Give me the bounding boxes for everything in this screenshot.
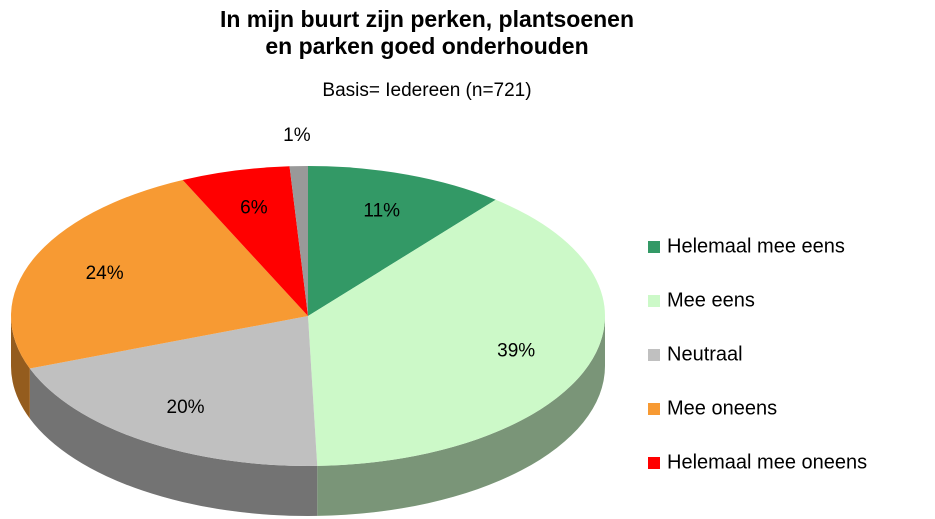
data-label: 24%: [86, 263, 124, 284]
data-label: 11%: [363, 200, 400, 221]
pie-slice: [182, 166, 308, 316]
legend-swatch: [648, 403, 660, 415]
legend-swatch: [648, 349, 660, 361]
pie-side: [29, 368, 318, 516]
pie-slice: [308, 166, 496, 316]
pie-slice: [10, 179, 309, 369]
data-label: 1%: [283, 125, 311, 146]
pie-side-shade: [317, 316, 605, 516]
pie-slice: [308, 199, 605, 466]
pie-slice: [29, 316, 318, 466]
legend-label: Helemaal mee eens: [667, 235, 845, 257]
chart-title: In mijn buurt zijn perken, plantsoenen e…: [219, 6, 635, 59]
chart-subtitle: Basis= Iedereen (n=721): [322, 80, 532, 101]
legend-swatch: [648, 241, 660, 253]
legend-label: Neutraal: [667, 343, 743, 365]
pie-side-shade: [10, 316, 30, 419]
data-label: 39%: [497, 341, 535, 362]
pie-side: [317, 316, 605, 516]
pie-side: [10, 316, 30, 419]
legend-swatch: [648, 295, 660, 307]
pie-side-shade: [29, 368, 318, 516]
data-label: 20%: [167, 397, 205, 418]
legend-label: Helemaal mee oneens: [667, 451, 867, 473]
legend-label: Mee eens: [667, 289, 755, 311]
pie-slice: [289, 166, 308, 316]
legend-label: Mee oneens: [667, 397, 777, 419]
data-label: 6%: [240, 197, 268, 218]
legend-swatch: [648, 457, 660, 469]
